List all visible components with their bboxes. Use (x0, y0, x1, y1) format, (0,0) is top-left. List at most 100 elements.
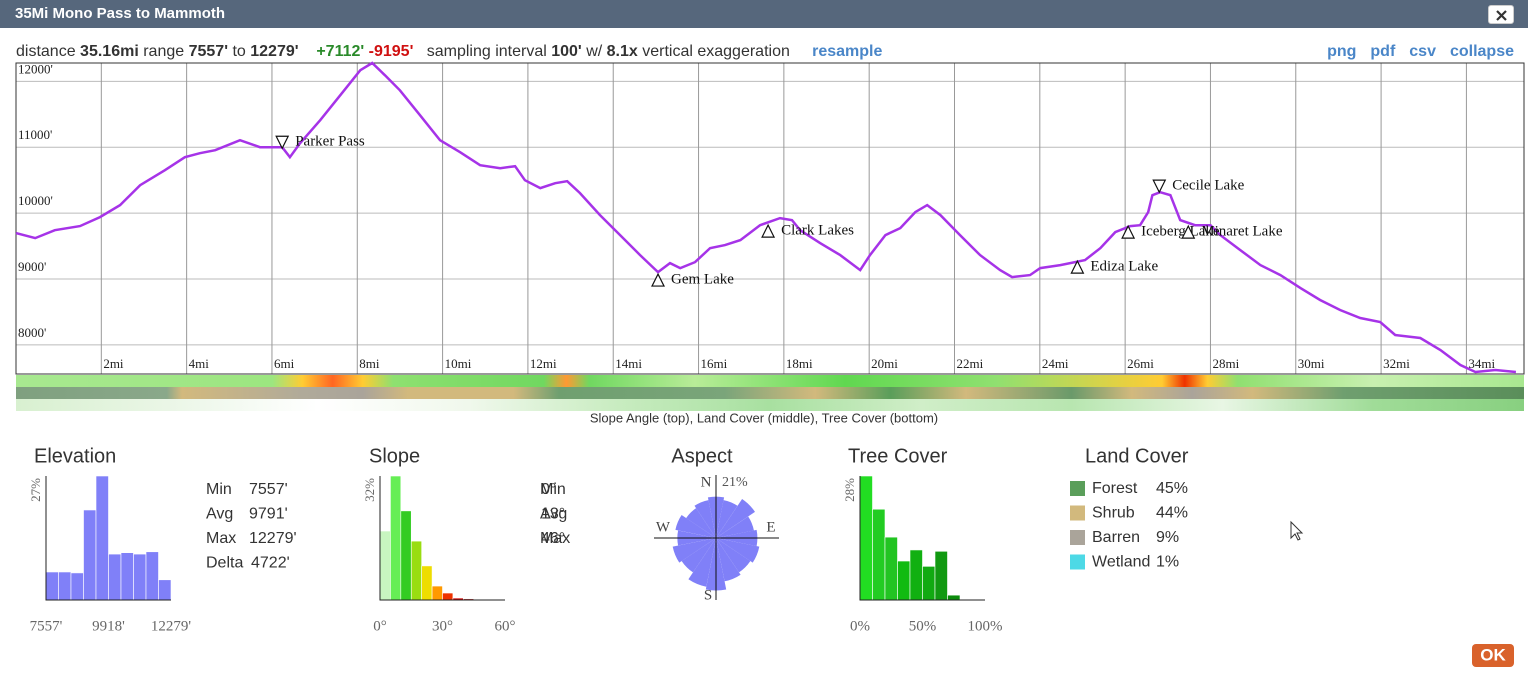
axis (45, 476, 171, 601)
x-tick-label: 9918' (92, 618, 125, 634)
link[interactable]: png (1327, 43, 1357, 60)
x-tick-label: 16mi (701, 356, 728, 371)
histogram-bar (909, 549, 923, 601)
x-tick-label: 24mi (1042, 356, 1069, 371)
elevation-line (15, 61, 1517, 374)
close-button[interactable] (1488, 5, 1514, 24)
y-tick-label: 8000' (18, 325, 46, 340)
x-tick-label: 50% (909, 618, 937, 634)
ok-button[interactable] (1472, 644, 1514, 667)
link[interactable]: csv (1409, 43, 1436, 60)
y-tick-label: 9000' (18, 259, 46, 274)
histogram-bar (45, 571, 59, 601)
y-tick-label: 32% (362, 478, 377, 502)
waypoint-marker (1181, 224, 1196, 239)
r-tick-label: 21% (722, 475, 748, 490)
rose-petal (672, 538, 716, 563)
x-tick-label: 20mi (871, 356, 898, 371)
x-tick-label: 8mi (359, 356, 380, 371)
stat-label: Min (540, 481, 566, 498)
x-tick-label: 32mi (1383, 356, 1410, 371)
slope-strip (16, 375, 1524, 387)
panel-title: Slope (369, 445, 420, 467)
x-tick-label: 6mi (274, 356, 295, 371)
resample-link[interactable]: resample (812, 43, 883, 60)
x-tick-label: 100% (968, 618, 1003, 634)
histogram-bar (145, 551, 159, 601)
histogram-bar (108, 553, 122, 601)
histogram-bar (133, 553, 147, 601)
histogram-bar (431, 585, 443, 601)
stat-value: 46° (541, 530, 565, 547)
direction-label: S (704, 587, 712, 603)
gain: +7112' (316, 43, 365, 60)
stat-label: Max (206, 530, 236, 547)
waypoint-label: Iceberg Lake (1141, 224, 1220, 240)
summary: distance 35.16mi range 7557' to 12279' +… (16, 43, 882, 61)
close-icon (1496, 10, 1507, 21)
stat-label: Avg (540, 506, 567, 523)
histogram-bar (83, 509, 97, 601)
x-tick-label: 18mi (786, 356, 813, 371)
waypoint-marker (761, 223, 776, 238)
x-tick-label: 4mi (189, 356, 210, 371)
ok-label: OK (1480, 645, 1506, 664)
histogram-bar (410, 540, 422, 601)
x-tick-label: 34mi (1468, 356, 1495, 371)
histogram-bar (859, 475, 873, 601)
rose-petal (675, 515, 716, 538)
y-tick-label: 12000' (18, 61, 53, 76)
rose-petal (677, 530, 716, 546)
value: 12279' (250, 43, 299, 60)
legend-name: Barren (1092, 529, 1140, 546)
legend-name: Forest (1092, 480, 1138, 497)
histogram-bar (884, 536, 898, 601)
stat-value: 0° (541, 481, 556, 498)
rose-petal (694, 500, 716, 538)
waypoint-label: Minaret Lake (1201, 224, 1283, 240)
waypoint-marker (1152, 179, 1167, 194)
rose-petal (688, 538, 716, 587)
waypoint-label: Clark Lakes (781, 223, 854, 239)
rose-petal (716, 500, 738, 538)
histogram-bar (421, 565, 433, 601)
title-bar (0, 0, 1528, 28)
histogram-bar (70, 572, 84, 601)
rose-axes (654, 475, 779, 600)
histogram-bar (934, 550, 948, 601)
x-tick-label: 14mi (615, 356, 642, 371)
histogram-bar (390, 475, 402, 601)
histogram-bar (95, 475, 109, 601)
legend-name: Shrub (1092, 505, 1135, 522)
link[interactable]: collapse (1449, 43, 1514, 60)
waypoint-marker (1121, 224, 1136, 239)
x-tick-label: 0% (850, 618, 870, 634)
link[interactable]: pdf (1370, 43, 1396, 60)
label: distance (16, 43, 76, 60)
histogram-bar (872, 508, 886, 601)
histogram-bar (897, 560, 911, 601)
y-tick-label: 10000' (18, 193, 53, 208)
waypoint-label: Cecile Lake (1172, 178, 1244, 194)
panel-title: Tree Cover (848, 445, 948, 467)
histogram-bar (947, 594, 961, 601)
x-tick-label: 0° (373, 618, 387, 634)
x-tick-label: 2mi (103, 356, 124, 371)
value: 7557' (188, 43, 228, 60)
x-tick-label: 60° (495, 618, 516, 634)
legend-swatch (1070, 505, 1085, 521)
stat-value: 4722' (251, 555, 290, 572)
stat-value: 9791' (249, 506, 288, 523)
stat-value: 7557' (249, 481, 288, 498)
panel-title: Land Cover (1085, 445, 1189, 467)
label: w/ (586, 43, 603, 60)
histogram-bar (120, 552, 134, 601)
dialog-title: 35Mi Mono Pass to Mammoth (15, 5, 226, 22)
y-tick-label: 28% (842, 478, 857, 502)
y-tick-label: 11000' (18, 127, 52, 142)
histogram-bar (452, 597, 464, 601)
label: range (143, 43, 185, 60)
legend-value: 1% (1156, 554, 1179, 571)
y-tick-label: 27% (28, 478, 43, 502)
